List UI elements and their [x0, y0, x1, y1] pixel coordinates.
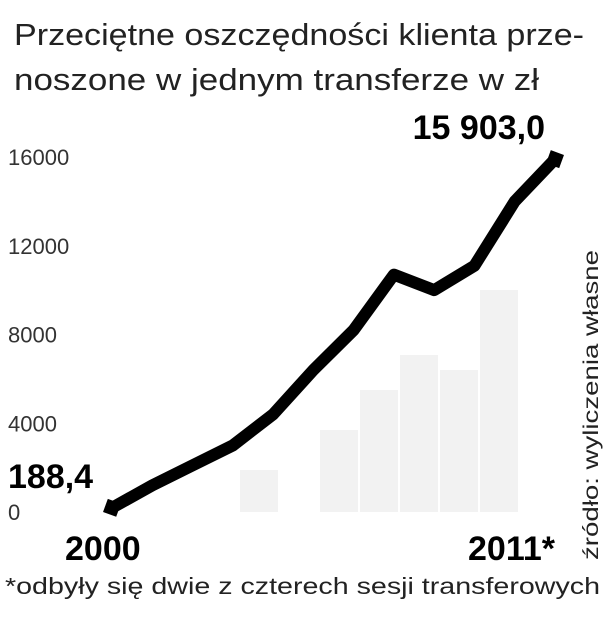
y-tick-label: 4000 — [8, 411, 57, 436]
x-tick-label: 2000 — [65, 530, 141, 568]
y-tick-label: 12000 — [8, 234, 69, 259]
value-label: 15 903,0 — [413, 109, 545, 147]
value-label: 188,4 — [8, 458, 93, 496]
line — [109, 155, 560, 514]
footnote: *odbyły się dwie z czterech sesji transf… — [5, 573, 600, 599]
y-tick-label: 8000 — [8, 323, 57, 348]
end-marker — [546, 150, 564, 169]
y-tick-label: 16000 — [8, 145, 69, 170]
x-tick-label: 2011* — [468, 530, 556, 568]
background-bars — [240, 290, 518, 512]
source: źródło: wyliczenia własne — [580, 250, 603, 560]
end-marker — [103, 498, 121, 517]
chart-title: Przeciętne oszczędności klienta prze- — [14, 17, 584, 52]
y-tick-label: 0 — [8, 500, 20, 525]
chart-title: noszone w jednym transferze w zł — [14, 62, 539, 97]
